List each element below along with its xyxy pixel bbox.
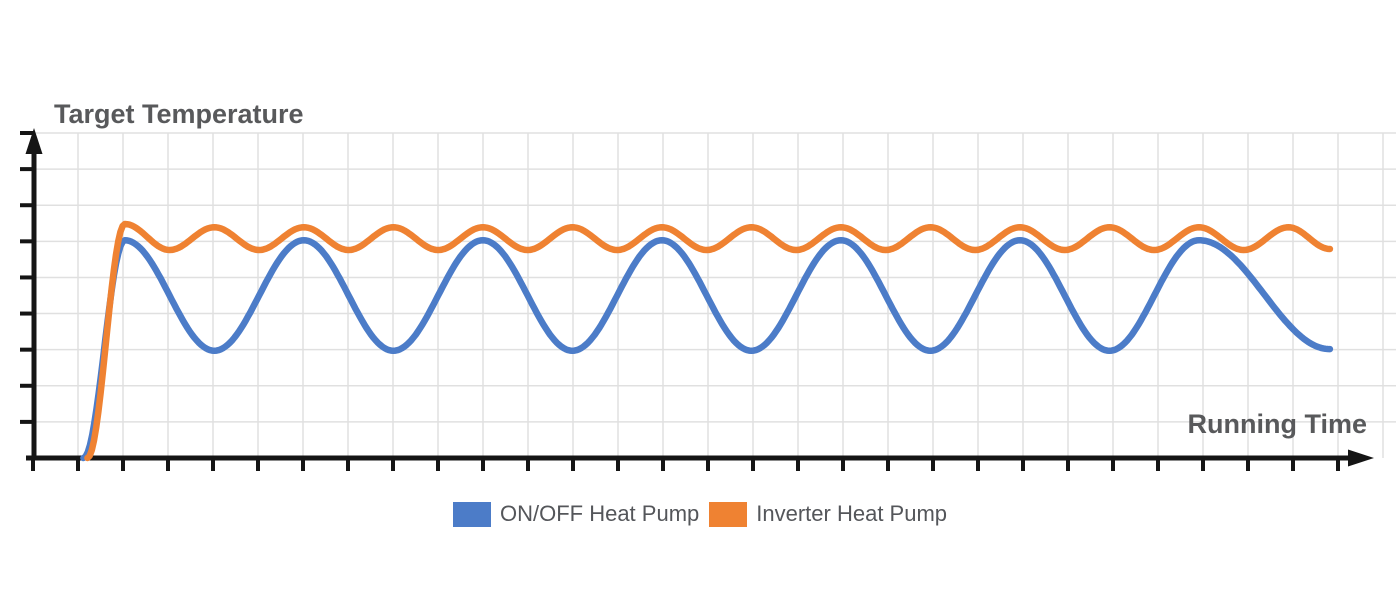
curves xyxy=(80,220,1334,462)
legend-label-onoff-heat-pump: ON/OFF Heat Pump xyxy=(499,501,700,526)
onoff-heat-pump-swatch-icon xyxy=(452,501,491,527)
onoff-heat-pump-curve xyxy=(80,237,1334,462)
x-axis-label: Running Time xyxy=(1187,409,1368,439)
inverter-heat-pump-curve xyxy=(84,220,1334,462)
legend-label-inverter-heat-pump: Inverter Heat Pump xyxy=(756,501,948,526)
legend-item-inverter-heat-pump: Inverter Heat Pump xyxy=(709,501,947,527)
legend-item-onoff-heat-pump: ON/OFF Heat Pump xyxy=(452,501,700,527)
inverter-heat-pump-swatch-icon xyxy=(709,501,748,527)
axes xyxy=(20,128,1374,471)
legend: ON/OFF Heat Pump Inverter Heat Pump xyxy=(0,501,1400,527)
y-axis-title: Target Temperature xyxy=(54,99,304,129)
